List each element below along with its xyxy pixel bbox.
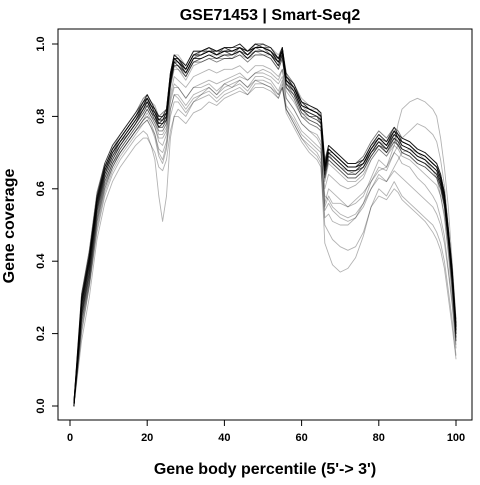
- y-tick-label: 0.6: [35, 181, 47, 196]
- coverage-line-32: [73, 47, 457, 407]
- coverage-line-14: [73, 47, 457, 407]
- coverage-line-15: [73, 43, 457, 403]
- x-tick-label: 40: [218, 432, 230, 444]
- coverage-line-36: [73, 79, 457, 407]
- coverage-line-20: [73, 47, 457, 407]
- x-axis-title: Gene body percentile (5'-> 3'): [154, 461, 376, 478]
- coverage-line-23: [73, 47, 457, 407]
- x-tick-label: 60: [295, 432, 307, 444]
- y-tick-label: 0.4: [35, 253, 47, 269]
- coverage-line-39: [73, 86, 457, 407]
- coverage-line-34: [73, 79, 457, 407]
- coverage-line-16: [73, 54, 457, 407]
- coverage-line-37: [73, 72, 457, 403]
- coverage-line-10: [73, 43, 457, 403]
- x-tick-label: 80: [373, 432, 385, 444]
- coverage-line-3: [73, 43, 457, 407]
- coverage-line-31: [73, 54, 457, 407]
- coverage-line-7: [73, 43, 457, 403]
- coverage-line-40: [73, 76, 457, 407]
- coverage-line-35: [73, 83, 457, 407]
- coverage-line-13: [73, 47, 457, 407]
- coverage-line-33: [73, 68, 457, 407]
- coverage-line-38: [73, 65, 457, 407]
- coverage-line-30: [73, 43, 457, 403]
- coverage-line-9: [73, 47, 457, 407]
- coverage-line-11: [73, 50, 457, 407]
- coverage-line-6: [73, 50, 457, 407]
- coverage-line-2: [73, 47, 457, 403]
- y-tick-label: 0.0: [35, 398, 47, 413]
- coverage-line-24: [73, 47, 457, 403]
- y-tick-label: 0.8: [35, 109, 47, 124]
- coverage-line-25: [73, 50, 457, 407]
- x-tick-label: 0: [67, 432, 73, 444]
- coverage-line-28: [73, 47, 457, 407]
- coverage-line-5: [73, 47, 457, 403]
- x-tick-label: 100: [447, 432, 465, 444]
- coverage-line-19: [73, 50, 457, 407]
- coverage-line-22: [73, 43, 457, 407]
- series-lines: [73, 43, 457, 407]
- coverage-line-1: [73, 43, 457, 407]
- coverage-line-4: [73, 54, 457, 407]
- coverage-line-21: [73, 50, 457, 403]
- y-axis-title: Gene coverage: [1, 169, 18, 284]
- coverage-line-27: [73, 47, 457, 403]
- x-axis: 0 20 40 60 80 100: [67, 419, 465, 444]
- coverage-line-29: [73, 50, 457, 407]
- coverage-line-12: [73, 43, 457, 403]
- y-axis: 0.0 0.2 0.4 0.6 0.8 1.0: [35, 36, 59, 414]
- coverage-line-8: [73, 50, 457, 407]
- coverage-line-18: [73, 47, 457, 403]
- y-tick-label: 0.2: [35, 326, 47, 341]
- y-tick-label: 1.0: [35, 36, 47, 51]
- chart-title: GSE71453 | Smart-Seq2: [180, 7, 361, 24]
- coverage-line-26: [73, 43, 457, 407]
- coverage-line-17: [73, 47, 457, 407]
- plot-area-frame: [57, 28, 473, 421]
- x-tick-label: 20: [141, 432, 153, 444]
